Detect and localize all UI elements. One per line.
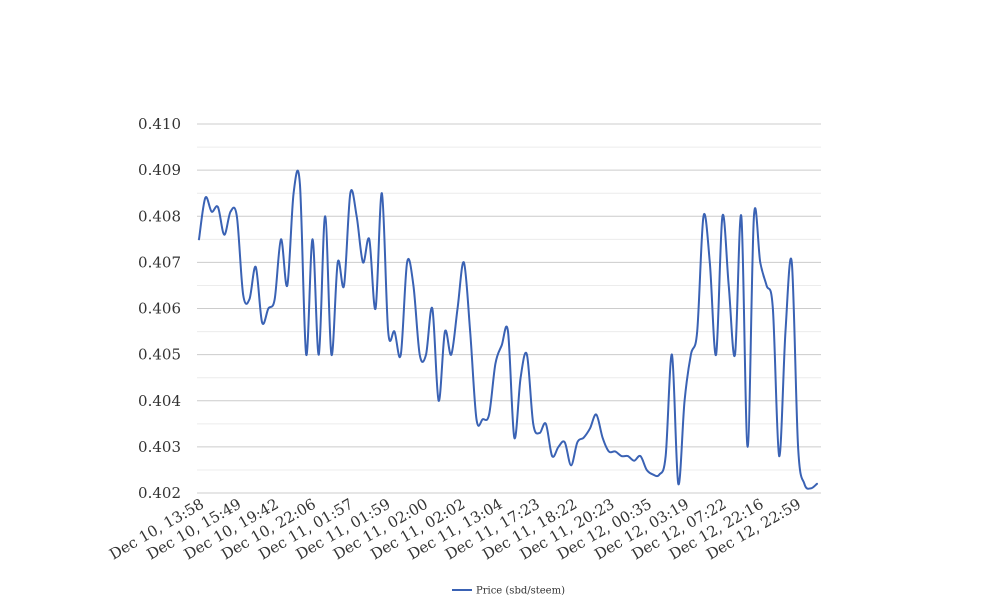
legend: Price (sbd/steem) [452,586,565,597]
series-layer [198,169,818,490]
y-tick-label: 0.405 [138,346,181,364]
major-gridlines [197,123,821,494]
y-tick-label: 0.404 [138,392,181,410]
y-tick-label: 0.406 [138,300,181,318]
y-tick-label: 0.409 [138,161,181,179]
y-axis: 0.402 0.403 0.404 0.405 0.406 0.407 0.408 0.409… [138,115,181,502]
price-series-line [198,169,818,490]
y-tick-label: 0.402 [138,484,181,502]
y-tick-label: 0.407 [138,253,181,271]
y-tick-label: 0.403 [138,438,181,456]
y-tick-label: 0.410 [138,115,181,133]
y-tick-label: 0.408 [138,207,181,225]
legend-label: Price (sbd/steem) [476,586,565,597]
